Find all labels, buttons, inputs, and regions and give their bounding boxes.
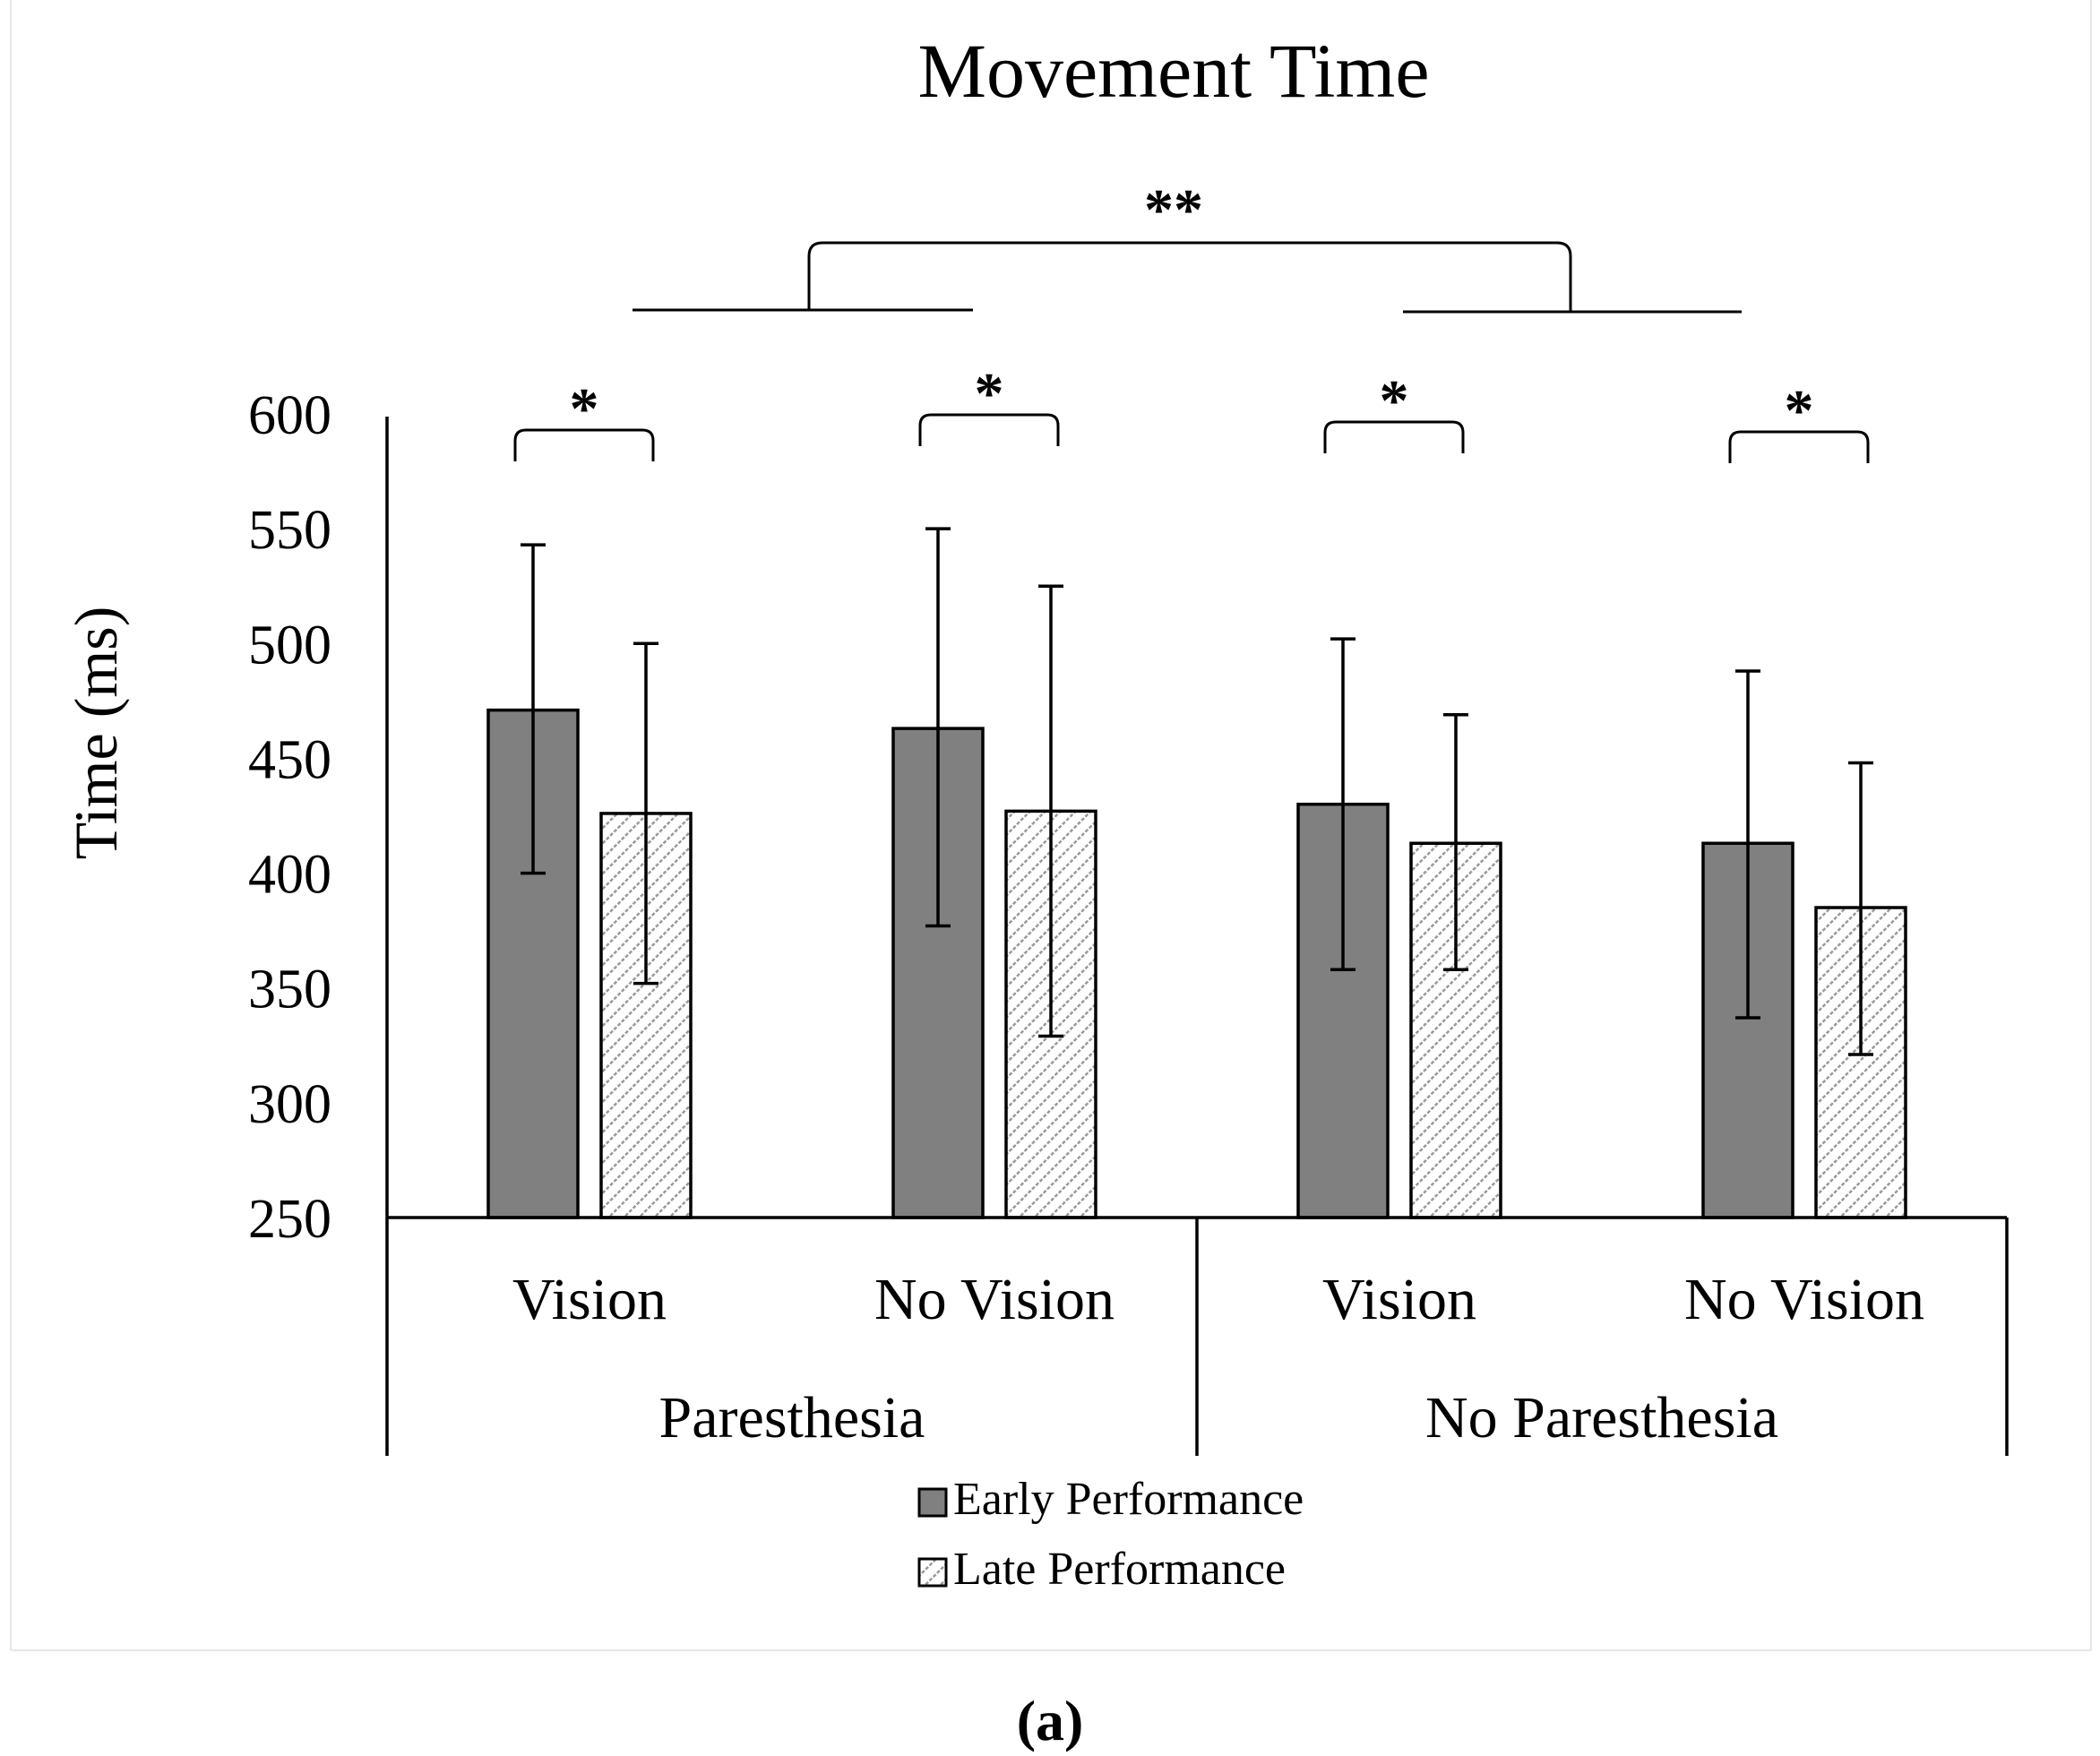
y-tick-label: 600 (248, 385, 331, 446)
x-category-label: Vision (1322, 1267, 1476, 1332)
chart-title: Movement Time (917, 28, 1429, 114)
legend-label: Late Performance (953, 1544, 1286, 1595)
figure-caption: (a) (1017, 1689, 1084, 1752)
bars (486, 708, 1907, 1219)
y-tick-label: 300 (248, 1074, 331, 1135)
x-group-label: No Paresthesia (1425, 1385, 1778, 1450)
y-tick-label: 550 (248, 500, 331, 561)
y-tick-label: 500 (248, 615, 331, 676)
legend-label: Early Performance (953, 1474, 1304, 1525)
y-tick-label: 250 (248, 1189, 331, 1250)
x-category-labels: Vision No Vision Vision No Vision Paresthesi… (512, 1267, 1924, 1450)
significance-marker: * (1785, 378, 1814, 443)
significance-bracket (1323, 420, 1465, 453)
significance-bracket (918, 413, 1060, 446)
x-group-label: Paresthesia (659, 1385, 925, 1450)
significance-brackets: * * * *** (513, 177, 1870, 463)
significance-bracket (513, 428, 655, 461)
x-category-label: No Vision (1684, 1267, 1924, 1332)
y-axis-label: Time (ms) (62, 607, 130, 860)
y-tick-label: 350 (248, 960, 331, 1020)
x-category-label: Vision (512, 1267, 667, 1332)
group-significance-marker: ** (1144, 177, 1203, 243)
legend-swatch-late-performance (917, 1557, 948, 1588)
legend-swatch-early-performance (917, 1487, 948, 1518)
legend: Early Performance Late Performance (917, 1474, 1304, 1595)
significance-marker: * (1380, 368, 1409, 434)
significance-marker: * (975, 361, 1004, 426)
y-tick-labels: 600 550 500 450 400 350 300 250 (248, 385, 331, 1250)
error-bars (521, 527, 1873, 1056)
y-tick-label: 400 (248, 845, 331, 906)
x-category-label: No Vision (874, 1267, 1115, 1332)
significance-marker: * (570, 376, 599, 442)
significance-bracket (1728, 430, 1870, 463)
y-tick-label: 450 (248, 729, 331, 790)
axes (385, 417, 2009, 1456)
group-significance-bracket (807, 241, 1572, 312)
